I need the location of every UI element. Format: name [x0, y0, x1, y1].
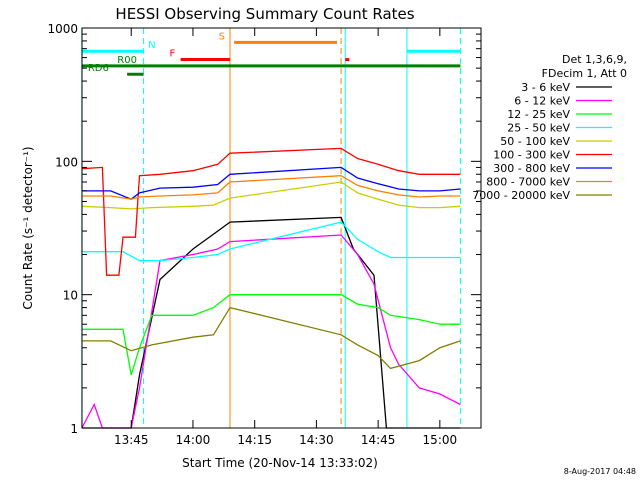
y-axis-ticks: 1 10 100 1000 [47, 22, 481, 436]
series-line-50-100-kev [81, 181, 461, 210]
series-line-12-25-kev [81, 294, 461, 376]
x-tick-label: 14:00 [176, 433, 211, 447]
legend-label-25-50-kev: 25 - 50 keV [507, 122, 570, 135]
y-tick-label: 1 [70, 422, 78, 436]
flag-label-rd6: RD6 [88, 63, 109, 74]
x-tick-label: 13:45 [114, 433, 149, 447]
series-line-3-6-kev [81, 216, 461, 429]
series-lines [81, 147, 461, 429]
time-markers [81, 28, 461, 428]
flag-label-r00: R00 [117, 55, 137, 66]
x-tick-label: 14:15 [237, 433, 272, 447]
legend-label-800-7000-kev: 800 - 7000 keV [486, 176, 570, 189]
series-line-7000-20000-kev [81, 306, 461, 370]
x-tick-label: 14:30 [299, 433, 334, 447]
legend-label-7000-20000-kev: 7000 - 20000 keV [472, 189, 570, 202]
generated-timestamp: 8-Aug-2017 04:48 [564, 467, 636, 476]
series-line-300-800-kev [81, 166, 461, 200]
legend-label-100-300-kev: 100 - 300 keV [493, 149, 570, 162]
y-tick-label: 1000 [47, 22, 78, 36]
series-line-100-300-kev [81, 147, 461, 276]
y-tick-label: 100 [55, 155, 78, 169]
legend-label-50-100-kev: 50 - 100 keV [500, 135, 570, 148]
legend: Det 1,3,6,9, FDecim 1, Att 0 3 - 6 keV6 … [472, 53, 627, 202]
plot-frame [81, 27, 482, 429]
legend-label-3-6-kev: 3 - 6 keV [521, 81, 570, 94]
legend-label-12-25-kev: 12 - 25 keV [507, 108, 570, 121]
flag-label-n: N [148, 40, 155, 51]
legend-label-300-800-kev: 300 - 800 keV [493, 162, 570, 175]
x-axis-label: Start Time (20-Nov-14 13:33:02) [182, 456, 378, 470]
y-axis-label: Count Rate (s⁻¹ detector⁻¹) [21, 146, 35, 309]
x-tick-label: 15:00 [423, 433, 458, 447]
y-tick-label: 10 [63, 289, 78, 303]
x-axis-ticks: 13:45 14:00 14:15 14:30 14:45 15:00 [114, 28, 457, 447]
series-line-6-12-kev [81, 234, 461, 429]
legend-label-6-12-kev: 6 - 12 keV [514, 95, 570, 108]
x-tick-label: 14:45 [361, 433, 396, 447]
flag-label-f: F [170, 49, 176, 60]
legend-header-1: Det 1,3,6,9, [562, 53, 627, 66]
state-flags: N S F R00 RD6 [81, 31, 461, 76]
chart-title: HESSI Observing Summary Count Rates [115, 5, 414, 23]
flag-label-s: S [219, 31, 225, 42]
series-line-800-7000-kev [81, 175, 461, 200]
series-line-25-50-kev [81, 221, 461, 262]
legend-header-2: FDecim 1, Att 0 [542, 67, 627, 80]
